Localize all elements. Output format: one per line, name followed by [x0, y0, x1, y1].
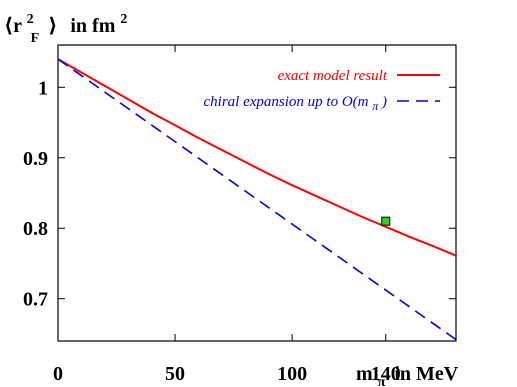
plot-frame [57, 44, 457, 342]
x-axis-title-unit: in MeV [394, 363, 458, 385]
y-tick-label-3: 1 [38, 77, 48, 99]
legend: exact model result chiral expansion up t… [204, 68, 440, 114]
legend-label-chiral-sub: π [372, 99, 379, 113]
y-tick-label-0: 0.7 [23, 289, 48, 311]
series-layer [57, 58, 457, 341]
series-line-exact [57, 58, 457, 257]
y-axis-title: ⟨r 2 F ⟩ in fm 2 [4, 6, 127, 47]
y-axis-title-close: ⟩ [48, 15, 57, 37]
y-tick-label-2: 0.9 [23, 148, 48, 170]
x-tick-label-0: 0 [53, 363, 63, 385]
tick-labels: 0 50 100 140 0.7 0.8 0.9 1 [23, 77, 401, 385]
x-tick-label-1: 50 [165, 363, 185, 385]
series-line-chiral [57, 58, 457, 341]
ticks [57, 45, 456, 341]
legend-label-chiral-close: ) [381, 94, 387, 110]
legend-entry-exact: exact model result [278, 68, 440, 84]
legend-entry-chiral: chiral expansion up to O(m π ) [204, 94, 440, 114]
y-axis-title-unit-sup: 2 [120, 12, 127, 27]
y-axis-title-open: ⟨r [4, 15, 22, 37]
x-axis-title-main: m [356, 363, 373, 385]
svg-text:⟨r 2 F ⟩: ⟨r 2 F ⟩ in fm 2 [4, 6, 127, 47]
x-axis-title-sub: π [378, 375, 386, 387]
legend-label-exact: exact model result [278, 68, 388, 84]
marker-layer [381, 216, 391, 226]
x-tick-label-2: 100 [277, 363, 307, 385]
legend-label-chiral-main: chiral expansion up to O(m [204, 94, 369, 110]
x-tick-label-3: 140 [371, 363, 401, 385]
physical-point-marker [381, 216, 391, 226]
legend-label-chiral: chiral expansion up to O(m π ) [204, 94, 388, 114]
y-axis-title-sub: F [31, 31, 40, 46]
y-tick-label-1: 0.8 [23, 218, 48, 240]
y-axis-title-unit: in fm [70, 15, 115, 37]
x-axis-title: m π in MeV [356, 363, 459, 387]
y-axis-title-sup: 2 [27, 12, 34, 27]
